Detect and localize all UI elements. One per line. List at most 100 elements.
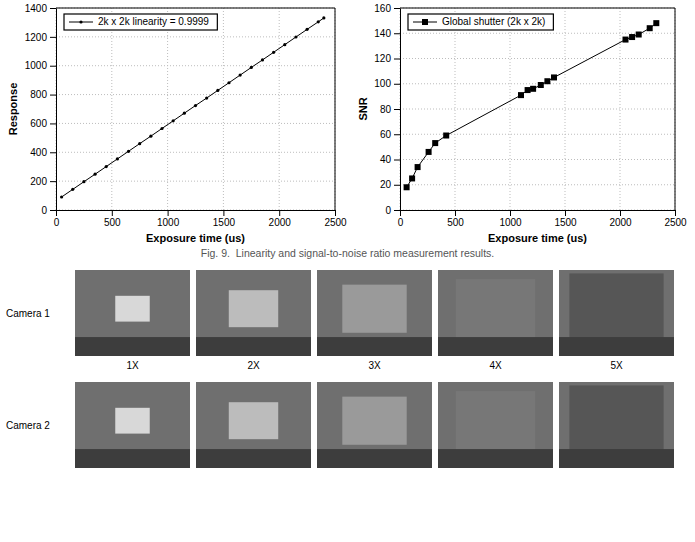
photo-floor (559, 449, 674, 468)
grid (400, 8, 675, 210)
tick-mark (279, 210, 280, 216)
tick-mark (335, 210, 336, 216)
tick-mark (56, 210, 57, 216)
tick-label: 60 (380, 129, 392, 140)
photo-subject (342, 285, 406, 333)
photo-floor (75, 449, 190, 468)
tick-label: 120 (374, 53, 391, 64)
chart: 0500100015002000250002040608010012014016… (357, 3, 687, 244)
plot-area (404, 20, 660, 190)
photo (559, 270, 674, 356)
tick-label: 0 (41, 205, 47, 216)
tick: 60 (380, 129, 400, 140)
marker (71, 188, 74, 191)
tick: 20 (380, 179, 400, 190)
column-label: 3X (368, 360, 381, 371)
photo (559, 382, 674, 468)
tick: 140 (374, 28, 400, 39)
tick-mark (112, 210, 113, 216)
photo-subject (229, 290, 278, 327)
x-axis: 05001000150020002500 (54, 210, 347, 228)
tick-label: 80 (380, 104, 392, 115)
frame (400, 8, 675, 9)
marker (530, 86, 536, 92)
tick: 120 (374, 53, 400, 64)
grid-line (56, 94, 335, 95)
tick: 1500 (213, 210, 236, 228)
tick: 2000 (609, 210, 632, 228)
grid-line (675, 8, 676, 210)
photo-floor (438, 337, 553, 356)
tick-label: 2000 (609, 217, 632, 228)
grid-line (56, 65, 335, 66)
marker (525, 87, 531, 93)
photo (75, 382, 190, 468)
tick-mark (394, 109, 400, 110)
marker (93, 173, 96, 176)
tick-label: 2500 (664, 217, 687, 228)
tick-label: 0 (398, 217, 404, 228)
tick-label: 500 (104, 217, 121, 228)
marker (261, 58, 264, 61)
marker (294, 35, 297, 38)
tick-mark (394, 160, 400, 161)
photo-subject (342, 397, 406, 445)
axis-line (401, 210, 676, 211)
plot-area (60, 16, 325, 198)
tick-label: 20 (380, 179, 392, 190)
grid-line (400, 109, 675, 110)
grid-line (400, 8, 675, 9)
axis-line (57, 210, 336, 211)
grid-line (56, 210, 335, 211)
photo-floor (317, 449, 432, 468)
chart: 0500100015002000250002004006008001000120… (7, 3, 347, 244)
tick: 2500 (324, 210, 347, 228)
frame (335, 8, 336, 210)
column-label: 2X (247, 360, 260, 371)
y-axis: 0200400600800100012001400 (25, 3, 57, 216)
tick-label: 1000 (499, 217, 522, 228)
tick-mark (50, 123, 56, 124)
column-label: 4X (489, 360, 502, 371)
photo-floor (317, 337, 432, 356)
marker (183, 112, 186, 115)
marker (538, 82, 544, 88)
photo (196, 382, 311, 468)
grid-line (167, 8, 168, 210)
grid-line (400, 134, 675, 135)
tick-mark (675, 210, 676, 216)
row-label: Camera 2 (6, 420, 50, 431)
photo-frame (317, 382, 432, 468)
tick: 500 (447, 210, 464, 228)
tick-mark (394, 185, 400, 186)
tick-mark (394, 8, 400, 9)
tick-mark (394, 210, 400, 211)
tick: 1200 (25, 32, 56, 43)
axis-title: SNR (357, 97, 369, 120)
tick: 1000 (499, 210, 522, 228)
tick-label: 200 (30, 176, 47, 187)
photo-frame (559, 270, 674, 356)
tick-mark (510, 210, 511, 216)
tick-mark (394, 59, 400, 60)
axis-title: Response (7, 83, 19, 136)
tick: 40 (380, 154, 400, 165)
axis-line (400, 9, 401, 211)
marker (272, 51, 275, 54)
tick-label: 160 (374, 3, 391, 14)
grid-line (56, 152, 335, 153)
photo-floor (438, 449, 553, 468)
tick: 2500 (664, 210, 687, 228)
grid-line (510, 8, 511, 210)
tick-label: 1500 (554, 217, 577, 228)
marker (636, 32, 642, 38)
tick-mark (50, 181, 56, 182)
grid-line (335, 8, 336, 210)
marker (60, 195, 63, 198)
tick: 1000 (157, 210, 180, 228)
marker (283, 43, 286, 46)
caption: Fig. 9. Linearity and signal-to-noise ra… (201, 247, 495, 259)
tick: 1000 (25, 60, 56, 71)
photo-frame (559, 382, 674, 468)
grid-line (56, 8, 335, 9)
